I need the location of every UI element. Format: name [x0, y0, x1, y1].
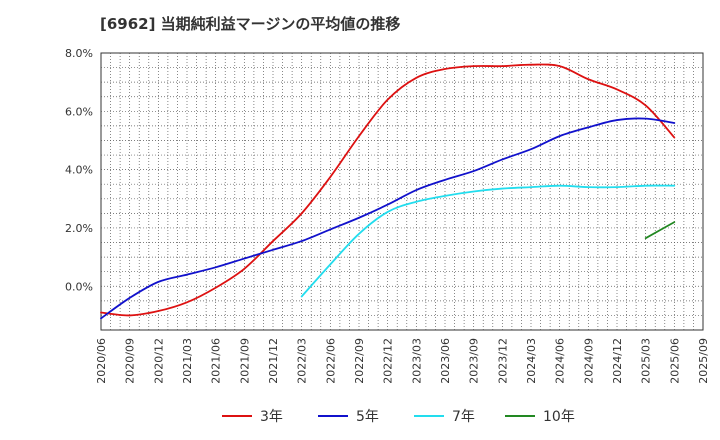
- x-tick-label: 2023/03: [410, 338, 423, 384]
- y-tick-label: 8.0%: [65, 47, 93, 60]
- y-tick-label: 0.0%: [65, 280, 93, 293]
- legend-label-7y: 7年: [452, 409, 475, 425]
- y-tick-label: 2.0%: [65, 222, 93, 235]
- legend-item-5y: 5年: [318, 404, 379, 428]
- legend-item-3y: 3年: [222, 404, 283, 428]
- legend-item-7y: 7年: [414, 404, 475, 428]
- x-tick-label: 2023/06: [439, 338, 452, 384]
- x-tick-label: 2022/03: [296, 338, 309, 384]
- x-tick-label: 2020/12: [152, 338, 165, 384]
- y-tick-label: 6.0%: [65, 105, 93, 118]
- series-line-10y: [644, 221, 676, 240]
- legend-swatch-7y: [414, 415, 444, 417]
- legend: 3年 5年 7年 10年: [0, 404, 720, 428]
- x-tick-label: 2020/06: [95, 338, 108, 384]
- x-tick-label: 2025/09: [697, 338, 710, 384]
- legend-label-10y: 10年: [543, 409, 575, 425]
- x-tick-label: 2025/03: [640, 338, 653, 384]
- legend-label-5y: 5年: [356, 409, 379, 425]
- series-line-7y: [300, 184, 676, 298]
- x-tick-label: 2023/09: [468, 338, 481, 384]
- y-tick-label: 4.0%: [65, 164, 93, 177]
- series-line-3y: [100, 63, 676, 317]
- grid: [100, 52, 704, 331]
- legend-item-10y: 10年: [505, 404, 575, 428]
- x-tick-label: 2021/12: [267, 338, 280, 384]
- series-line-5y: [100, 117, 676, 320]
- series-lines: [100, 63, 676, 320]
- x-tick-label: 2025/06: [668, 338, 681, 384]
- x-tick-label: 2020/09: [124, 338, 137, 384]
- x-tick-label: 2024/03: [525, 338, 538, 384]
- x-tick-label: 2024/06: [554, 338, 567, 384]
- legend-swatch-5y: [318, 415, 348, 417]
- x-tick-label: 2021/03: [181, 338, 194, 384]
- legend-swatch-10y: [505, 415, 535, 417]
- x-tick-label: 2021/06: [210, 338, 223, 384]
- x-tick-label: 2022/09: [353, 338, 366, 384]
- x-tick-label: 2022/06: [324, 338, 337, 384]
- legend-label-3y: 3年: [260, 409, 283, 425]
- x-tick-label: 2024/09: [582, 338, 595, 384]
- plot-frame: [100, 52, 704, 331]
- axes: 0.0% 2.0% 4.0% 6.0% 8.0% 2020/06 2020/09 2020/1…: [65, 47, 710, 384]
- x-tick-label: 2021/09: [238, 338, 251, 384]
- x-tick-label: 2024/12: [611, 338, 624, 384]
- x-tick-label: 2023/12: [496, 338, 509, 384]
- x-tick-label: 2022/12: [382, 338, 395, 384]
- legend-swatch-3y: [222, 415, 252, 417]
- chart-title: [6962] 当期純利益マージンの平均値の推移: [100, 15, 401, 33]
